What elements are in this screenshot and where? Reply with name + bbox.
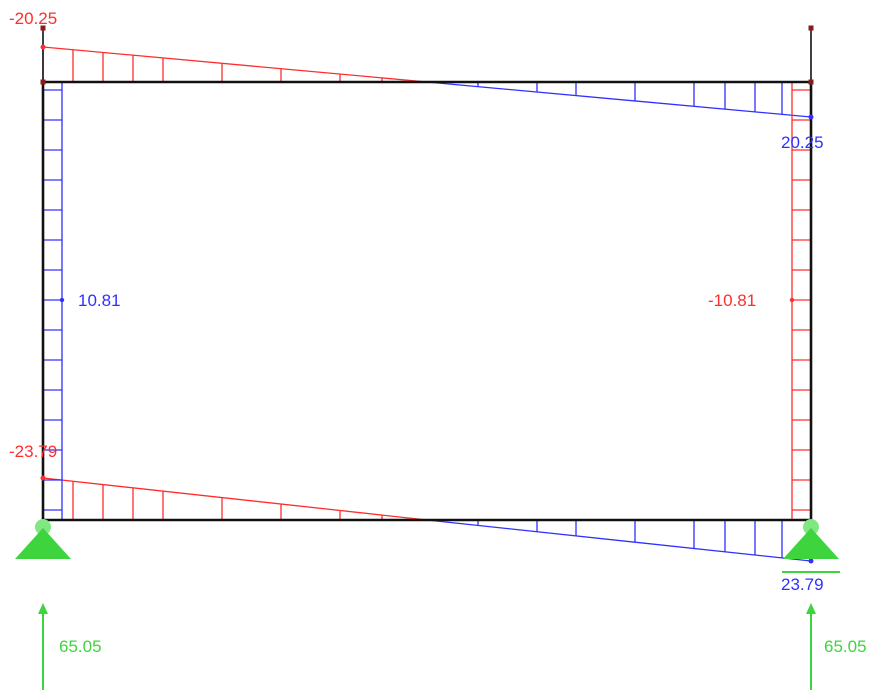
top-beam-positive-region	[426, 81, 812, 118]
frame-members	[41, 27, 813, 522]
bottom-right-moment-label: 23.79	[781, 575, 824, 594]
top-right-moment-label: 20.25	[781, 133, 824, 152]
left-reaction-label: 65.05	[59, 637, 102, 656]
node-top-right	[808, 79, 814, 85]
node-top-left-post	[40, 25, 46, 31]
right-support-icon	[783, 519, 839, 559]
top-left-moment-label: -20.25	[9, 9, 57, 28]
left-reaction-arrow-icon	[38, 603, 48, 690]
left-column-moment-label: 10.81	[78, 291, 121, 310]
top-beam-negative-region	[42, 46, 428, 83]
bottom-left-moment-label: -23.79	[9, 442, 57, 461]
left-column-moment-diagram	[43, 82, 65, 520]
right-reaction-label: 65.05	[824, 637, 867, 656]
bottom-beam-negative-region	[42, 477, 428, 521]
right-column-moment-diagram	[789, 82, 811, 520]
node-top-left	[40, 79, 46, 85]
left-support-icon	[15, 519, 71, 559]
frame-nodes	[40, 25, 814, 564]
node-top-right-post	[808, 25, 814, 31]
right-column-moment-label: -10.81	[708, 291, 756, 310]
bottom-beam-moment-diagram	[42, 477, 812, 562]
right-reaction-arrow-icon	[806, 603, 816, 690]
bottom-beam-positive-region	[426, 519, 812, 562]
